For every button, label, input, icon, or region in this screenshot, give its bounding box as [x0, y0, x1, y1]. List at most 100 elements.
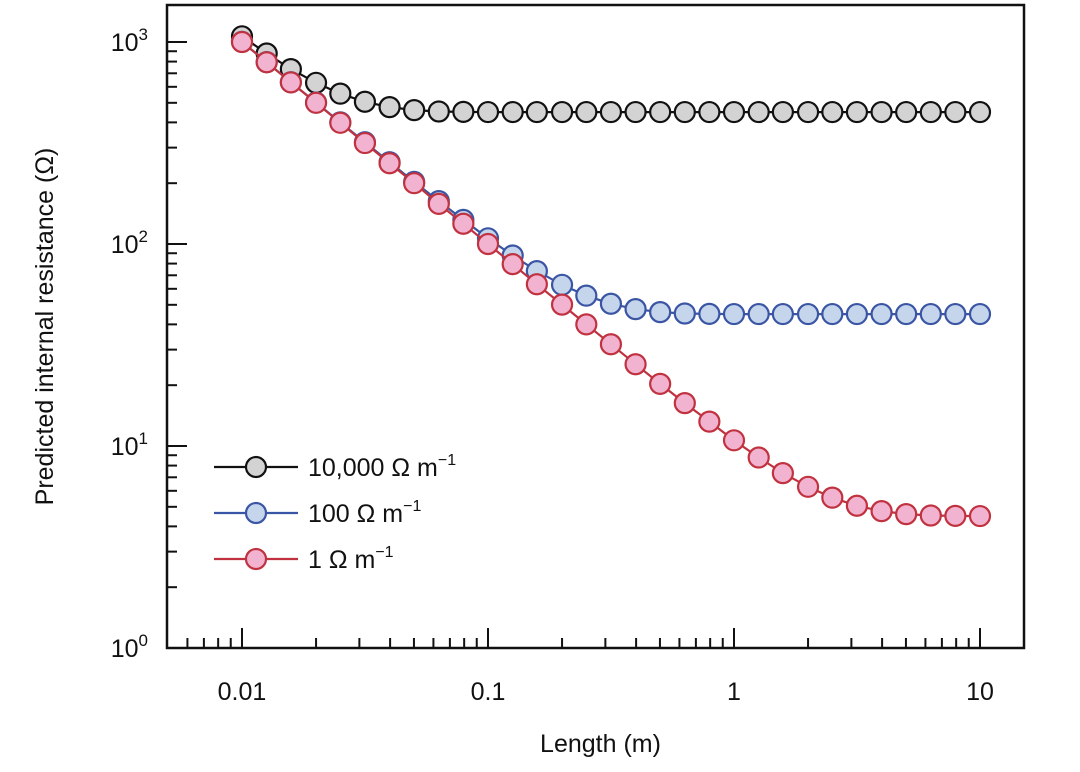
data-point	[968, 504, 992, 528]
data-point	[378, 152, 401, 175]
legend-item: 10,000 Ω m−1	[214, 452, 456, 482]
data-point	[747, 302, 770, 326]
data-point	[919, 302, 942, 326]
y-tick-label: 103	[111, 25, 148, 57]
data-point	[821, 302, 844, 326]
data-point	[452, 212, 475, 235]
data-point	[845, 100, 869, 124]
data-point	[599, 292, 623, 315]
y-tick-label: 101	[111, 429, 148, 461]
data-point	[673, 302, 696, 325]
legend-label: 1 Ω m−1	[308, 544, 394, 574]
data-point	[599, 100, 623, 124]
data-point	[649, 372, 672, 395]
data-point	[525, 273, 548, 296]
data-point	[673, 392, 696, 415]
data-point	[378, 96, 401, 119]
data-point	[698, 302, 721, 325]
legend-label: 10,000 Ω m−1	[308, 452, 456, 482]
series-2	[230, 30, 992, 528]
x-tick-label: 0.1	[471, 678, 506, 706]
series-0	[230, 25, 992, 124]
data-point	[747, 446, 770, 469]
data-point	[698, 100, 721, 124]
data-point	[649, 301, 672, 324]
data-point	[550, 273, 574, 296]
x-tick-label: 10	[966, 678, 994, 706]
y-axis-ticks: 100 101 102 103	[111, 25, 187, 663]
data-point	[673, 100, 696, 124]
data-point	[501, 100, 524, 124]
data-point	[845, 302, 869, 326]
data-point	[796, 475, 820, 498]
data-point	[476, 232, 500, 256]
data-point	[255, 51, 278, 74]
data-point	[525, 100, 548, 124]
legend-item: 1 Ω m−1	[214, 544, 394, 574]
data-point	[870, 100, 893, 124]
legend-item: 100 Ω m−1	[214, 498, 421, 528]
data-point	[403, 172, 426, 195]
data-point	[304, 91, 328, 114]
data-point	[919, 504, 942, 527]
data-point	[624, 298, 647, 321]
x-tick-label: 1	[727, 678, 741, 706]
series-layer	[230, 25, 992, 528]
plot-frame	[165, 3, 1026, 650]
data-point	[599, 333, 623, 356]
data-point	[919, 100, 942, 124]
data-point	[821, 486, 844, 509]
data-point	[427, 100, 450, 123]
x-axis-ticks: 0.01 0.1 1 10	[186, 628, 994, 706]
series-line	[241, 41, 980, 316]
data-point	[722, 429, 746, 452]
data-point	[403, 99, 426, 122]
data-point	[821, 100, 844, 124]
series-1	[230, 30, 992, 326]
data-point	[230, 30, 254, 54]
y-tick-label: 100	[111, 631, 148, 663]
data-point	[353, 131, 377, 155]
legend-label: 100 Ω m−1	[308, 498, 421, 528]
data-point	[845, 494, 869, 517]
data-point	[698, 410, 721, 433]
data-point	[796, 302, 820, 326]
data-point	[870, 302, 893, 326]
data-point	[944, 504, 967, 527]
data-point	[329, 111, 352, 134]
data-point	[722, 302, 746, 326]
data-point	[550, 100, 574, 124]
data-point	[624, 100, 647, 124]
data-point	[870, 500, 893, 523]
data-point	[771, 462, 794, 485]
data-point	[895, 302, 918, 326]
data-point	[722, 100, 746, 124]
data-point	[550, 293, 574, 316]
data-point	[279, 71, 302, 94]
data-point	[771, 302, 794, 326]
legend-marker	[244, 501, 268, 525]
data-point	[304, 71, 328, 94]
data-point	[771, 100, 794, 124]
y-tick-label: 102	[111, 227, 148, 259]
data-point	[624, 353, 647, 376]
data-point	[968, 302, 992, 326]
x-axis-label: Length (m)	[540, 730, 661, 758]
data-point	[575, 100, 598, 124]
y-axis-label: Predicted internal resistance (Ω)	[31, 148, 59, 506]
data-point	[895, 503, 918, 526]
data-point	[501, 253, 524, 276]
data-point	[353, 90, 377, 113]
data-point	[944, 302, 967, 326]
data-point	[452, 100, 475, 123]
legend-marker	[244, 547, 268, 571]
data-point	[968, 100, 992, 124]
data-point	[329, 82, 352, 105]
data-point	[747, 100, 770, 124]
data-point	[476, 100, 500, 124]
data-point	[649, 100, 672, 124]
data-point	[575, 313, 598, 336]
data-point	[944, 100, 967, 124]
data-point	[575, 284, 598, 307]
